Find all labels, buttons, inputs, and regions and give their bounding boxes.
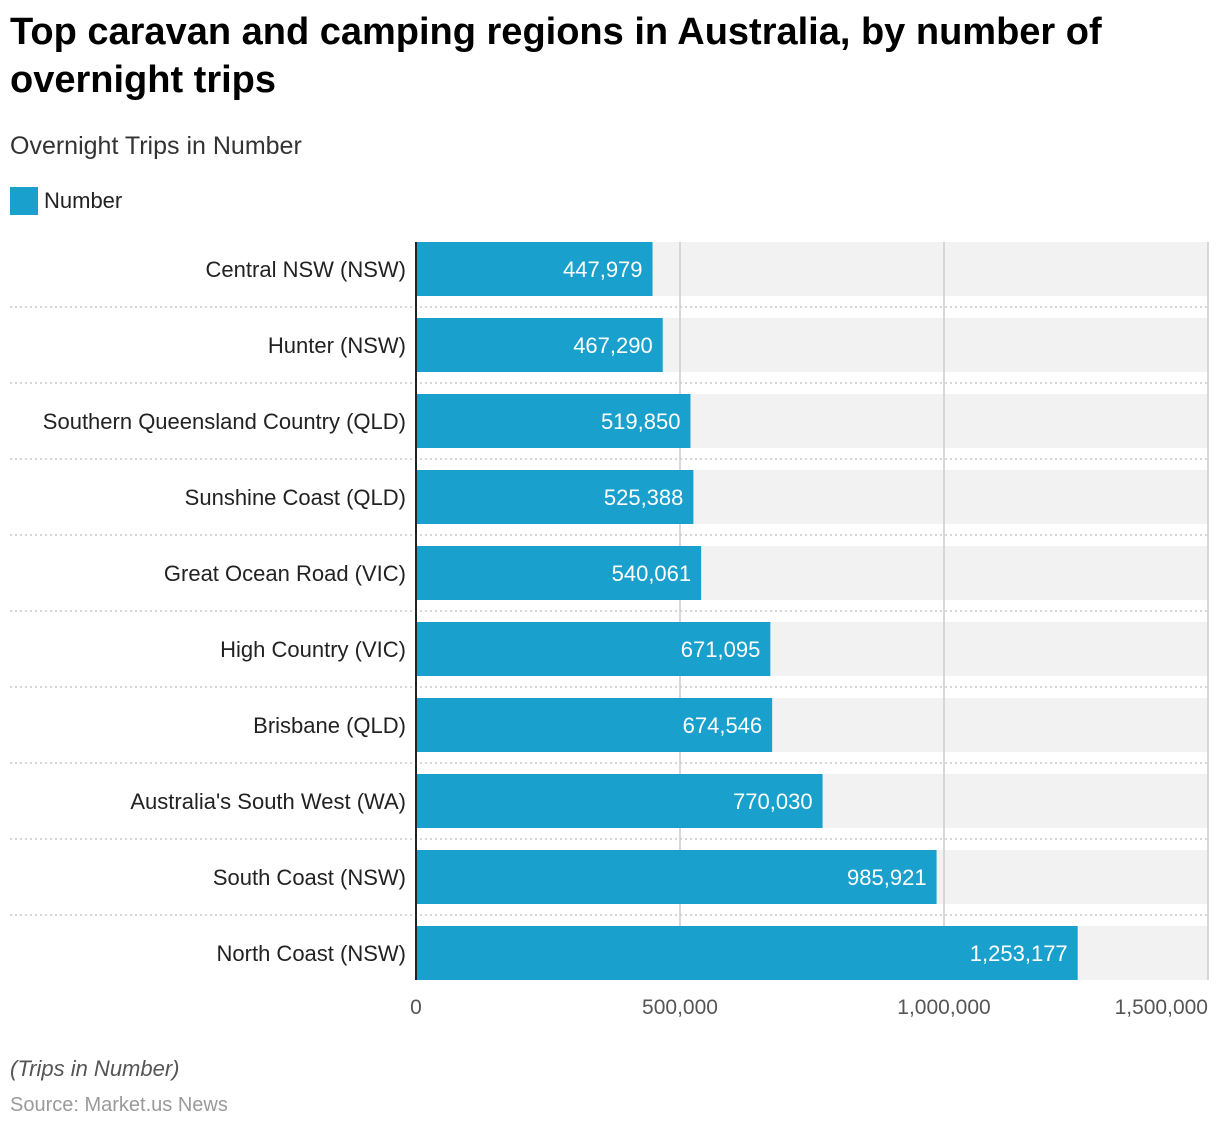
legend: Number (10, 186, 122, 216)
bar-value-label: 540,061 (612, 561, 692, 586)
bar (416, 850, 937, 904)
bar-value-label: 985,921 (847, 865, 927, 890)
x-tick-label: 500,000 (642, 996, 718, 1019)
x-tick-label: 0 (410, 996, 422, 1019)
x-tick-label: 1,500,000 (1115, 996, 1208, 1019)
category-label: Hunter (NSW) (268, 333, 406, 358)
bar (416, 698, 773, 752)
bar (416, 318, 663, 372)
category-label: Brisbane (QLD) (253, 713, 406, 738)
bar-value-label: 674,546 (683, 713, 763, 738)
category-label: Central NSW (NSW) (206, 257, 406, 282)
bar (416, 622, 771, 676)
footnote: (Trips in Number) (10, 1056, 180, 1081)
category-label: Great Ocean Road (VIC) (164, 561, 406, 586)
legend-label: Number (44, 188, 123, 213)
category-label: Sunshine Coast (QLD) (185, 485, 406, 510)
category-label: North Coast (NSW) (217, 941, 406, 966)
category-label: Australia's South West (WA) (130, 789, 406, 814)
bar (416, 926, 1078, 980)
chart-title: Top caravan and camping regions in Austr… (10, 11, 1102, 101)
category-label: Southern Queensland Country (QLD) (43, 409, 406, 434)
legend-swatch (10, 187, 38, 215)
bar (416, 774, 823, 828)
category-label: High Country (VIC) (220, 637, 406, 662)
bar-value-label: 447,979 (563, 257, 643, 282)
bar (416, 546, 702, 600)
bar-chart: 447,979 Central NSW (NSW) 467,290 Hunter (N… (10, 242, 1209, 1019)
bar-value-label: 1,253,177 (970, 941, 1068, 966)
category-label: South Coast (NSW) (213, 865, 406, 890)
bar-value-label: 525,388 (604, 485, 684, 510)
source-credit: Source: Market.us News (10, 1094, 228, 1116)
x-tick-label: 1,000,000 (897, 996, 990, 1019)
bar (416, 470, 694, 524)
chart-subtitle: Overnight Trips in Number (10, 132, 302, 160)
bar (416, 242, 653, 296)
bar-value-label: 770,030 (733, 789, 813, 814)
bar-value-label: 519,850 (601, 409, 681, 434)
bar-value-label: 671,095 (681, 637, 761, 662)
bar (416, 394, 691, 448)
bar-value-label: 467,290 (573, 333, 653, 358)
